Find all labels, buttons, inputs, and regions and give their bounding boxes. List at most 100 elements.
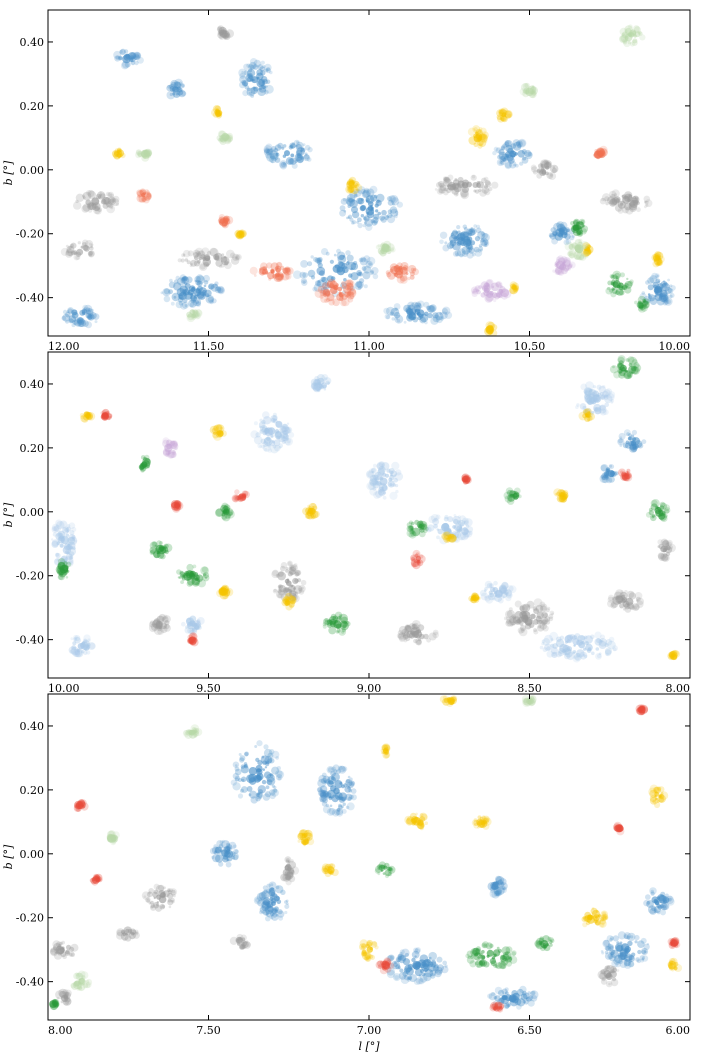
emission-dot — [286, 267, 294, 275]
emission-dot — [161, 904, 165, 909]
emission-dot — [81, 242, 87, 247]
emission-dot — [204, 576, 208, 580]
emission-dot — [483, 944, 487, 947]
emission-dot — [438, 969, 443, 974]
emission-dot — [270, 788, 279, 797]
emission-dot — [184, 627, 192, 634]
emission-dot — [248, 91, 253, 96]
emission-dot — [478, 959, 486, 966]
emission-dot — [647, 277, 654, 284]
emission-dot — [167, 888, 171, 892]
emission-region — [116, 926, 140, 942]
emission-dot — [294, 578, 299, 583]
emission-dot — [339, 205, 346, 212]
emission-dot — [250, 430, 259, 439]
emission-dot — [148, 901, 152, 905]
emission-dot — [240, 788, 244, 793]
emission-dot — [605, 287, 613, 295]
emission-dot — [444, 311, 453, 319]
emission-dot — [530, 995, 538, 1002]
emission-dot — [193, 574, 200, 581]
emission-dot — [225, 29, 234, 38]
emission-dot — [504, 991, 509, 996]
emission-dot — [618, 371, 626, 379]
emission-dot — [214, 846, 222, 854]
emission-dot — [190, 262, 193, 266]
emission-dot — [74, 648, 84, 658]
emission-dot — [606, 467, 611, 472]
emission-dot — [549, 233, 557, 240]
emission-dot — [274, 445, 281, 452]
emission-dot — [282, 144, 287, 148]
emission-dot — [332, 279, 336, 283]
emission-dot — [116, 928, 125, 937]
emission-dot — [550, 938, 555, 943]
emission-region — [211, 105, 223, 119]
emission-dot — [413, 622, 419, 629]
emission-dot — [247, 72, 253, 79]
emission-dot — [220, 256, 228, 263]
emission-dot — [532, 169, 538, 175]
emission-dot — [260, 438, 266, 444]
emission-dot — [374, 868, 381, 874]
emission-dot — [259, 425, 262, 429]
emission-dot — [568, 267, 571, 271]
emission-dot — [209, 299, 214, 305]
emission-region — [263, 139, 313, 170]
emission-dot — [145, 897, 151, 903]
emission-dot — [382, 495, 387, 500]
emission-dot — [317, 787, 323, 793]
emission-dot — [135, 932, 138, 936]
emission-dot — [551, 651, 558, 659]
emission-dot — [524, 614, 528, 619]
emission-dot — [274, 157, 281, 163]
emission-dot — [123, 938, 127, 942]
emission-dot — [63, 572, 68, 576]
emission-dot — [393, 477, 399, 483]
emission-dot — [224, 260, 229, 266]
emission-dot — [158, 884, 165, 892]
emission-dot — [536, 172, 543, 179]
emission-dot — [660, 891, 666, 897]
emission-dot — [654, 795, 657, 798]
emission-region — [434, 174, 499, 200]
emission-dot — [365, 195, 375, 204]
emission-dot — [372, 216, 379, 224]
emission-dot — [427, 963, 436, 972]
emission-dot — [658, 512, 666, 520]
emission-dot — [164, 443, 173, 452]
emission-dot — [501, 146, 506, 151]
emission-dot — [542, 647, 548, 653]
emission-dot — [270, 268, 275, 273]
emission-dot — [211, 428, 217, 433]
emission-dot — [336, 616, 342, 621]
emission-dot — [279, 425, 287, 434]
emission-dot — [423, 972, 432, 982]
series — [61, 48, 676, 329]
emission-dot — [366, 188, 375, 197]
x-tick-label: 10.00 — [659, 340, 691, 353]
emission-dot — [643, 298, 650, 306]
emission-dot — [71, 535, 76, 539]
emission-dot — [230, 252, 236, 259]
emission-dot — [171, 88, 175, 92]
emission-dot — [523, 697, 532, 706]
emission-dot — [331, 776, 335, 781]
emission-dot — [212, 283, 218, 289]
emission-dot — [624, 283, 629, 288]
emission-dot — [322, 289, 331, 298]
emission-dot — [170, 451, 177, 458]
emission-dot — [593, 152, 599, 159]
emission-dot — [388, 867, 393, 872]
emission-dot — [271, 913, 279, 921]
emission-dot — [177, 277, 186, 286]
emission-dot — [495, 876, 505, 885]
emission-dot — [83, 304, 93, 314]
emission-dot — [481, 131, 489, 139]
emission-dot — [189, 615, 197, 623]
emission-dot — [187, 314, 191, 318]
emission-dot — [549, 631, 559, 641]
emission-dot — [217, 285, 225, 294]
emission-dot — [432, 631, 440, 639]
emission-dot — [634, 444, 639, 449]
